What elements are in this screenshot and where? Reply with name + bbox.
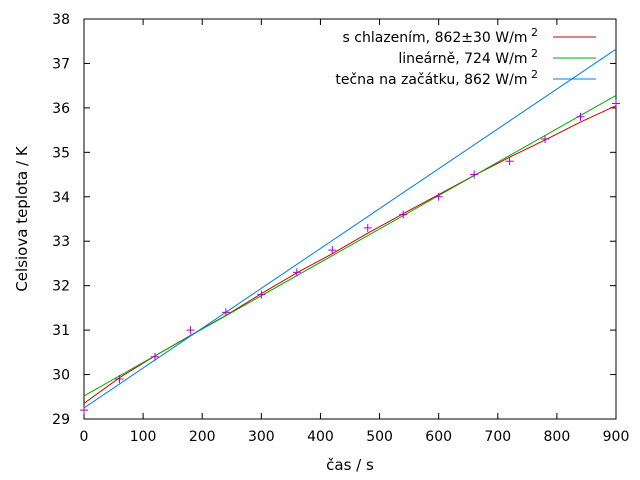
data-point [363,223,372,232]
data-point [328,246,337,255]
data-point [505,157,514,166]
y-axis-title: Celsiova teplota / K [13,145,31,292]
data-point [221,308,230,317]
x-tick-label: 300 [248,429,275,445]
y-tick-label: 29 [52,412,70,428]
data-point [150,352,159,361]
data-point [541,135,550,143]
y-tick-label: 34 [52,190,70,206]
y-axis-ticks: 29 30 31 32 33 34 35 36 37 38 [52,12,616,428]
y-tick-label: 37 [52,56,70,72]
x-tick-label: 500 [366,429,393,445]
data-point [115,375,124,383]
data-point [399,210,408,219]
y-tick-label: 38 [52,12,70,28]
y-tick-label: 33 [52,234,70,250]
plot-frame [83,18,617,420]
legend-label-3: tečna na začátku, 862 W/m 2 [335,68,538,88]
x-tick-label: 700 [484,429,511,445]
data-point [434,192,443,201]
legend-label-1: s chlazením, 862±30 W/m 2 [343,26,538,46]
x-tick-label: 900 [603,429,630,445]
x-tick-label: 0 [80,429,89,445]
series-line-3 [83,48,617,409]
series-layer [80,48,620,415]
y-tick-label: 30 [52,368,70,384]
data-point [80,406,88,415]
y-tick-label: 31 [52,323,70,339]
data-point [257,290,266,299]
data-point [612,99,620,108]
x-axis-title: čas / s [326,456,374,474]
x-tick-label: 200 [189,429,216,445]
series-line-2 [83,94,617,397]
x-tick-label: 600 [425,429,452,445]
y-tick-label: 32 [52,279,70,295]
x-axis-ticks: 0 100 200 300 400 500 600 700 800 900 [80,19,630,445]
data-point [576,112,585,121]
data-point [292,268,301,277]
series-line-1 [83,105,617,404]
y-tick-label: 36 [52,101,70,117]
x-tick-label: 400 [307,429,334,445]
data-point [470,170,479,179]
x-tick-label: 100 [130,429,157,445]
y-tick-label: 35 [52,145,70,161]
legend-label-2: lineárně, 724 W/m 2 [398,47,538,67]
data-point [186,326,195,335]
x-tick-label: 800 [544,429,571,445]
